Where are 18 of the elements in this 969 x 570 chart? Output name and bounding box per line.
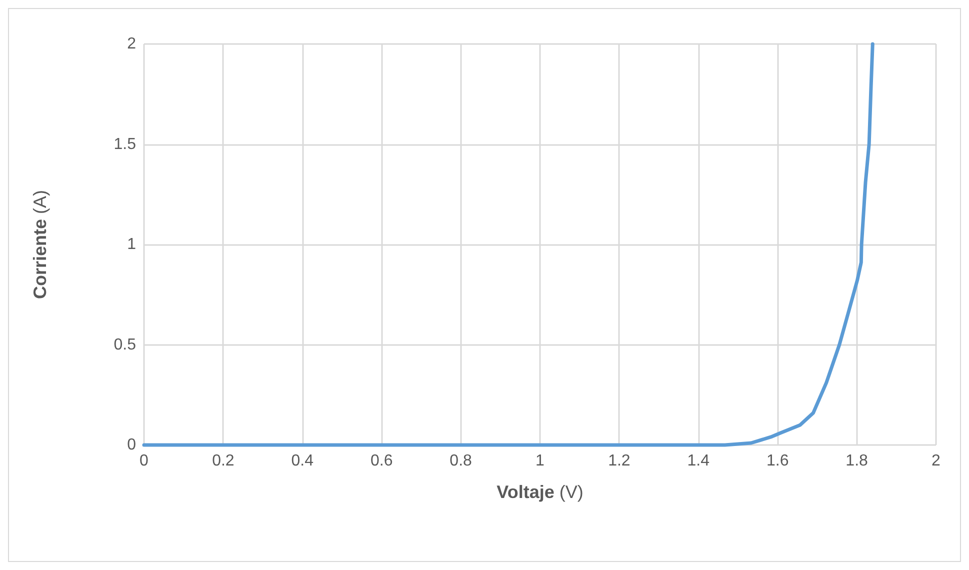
x-tick-label: 0.2 <box>212 452 234 470</box>
x-tick-label: 0.6 <box>370 452 393 470</box>
x-tick-label: 1 <box>536 452 545 470</box>
x-tick-label: 1.2 <box>608 452 630 470</box>
y-axis-title: Corriente (A) <box>30 190 50 300</box>
x-axis-title: Voltaje (V) <box>496 482 584 502</box>
x-tick-label: 0 <box>140 452 149 470</box>
x-tick-label: 2 <box>932 452 941 470</box>
y-tick-label: 0.5 <box>114 336 136 354</box>
y-tick-label: 0 <box>127 436 136 454</box>
y-tick-label: 2 <box>127 36 136 52</box>
x-tick-label: 1.8 <box>846 452 868 470</box>
y-tick-label: 1.5 <box>114 136 136 153</box>
x-tick-label: 0.4 <box>291 452 314 470</box>
x-tick-label: 0.8 <box>450 452 472 470</box>
y-tick-label: 1 <box>127 236 136 253</box>
x-tick-label: 1.4 <box>687 452 710 470</box>
x-tick-label: 1.6 <box>766 452 789 470</box>
